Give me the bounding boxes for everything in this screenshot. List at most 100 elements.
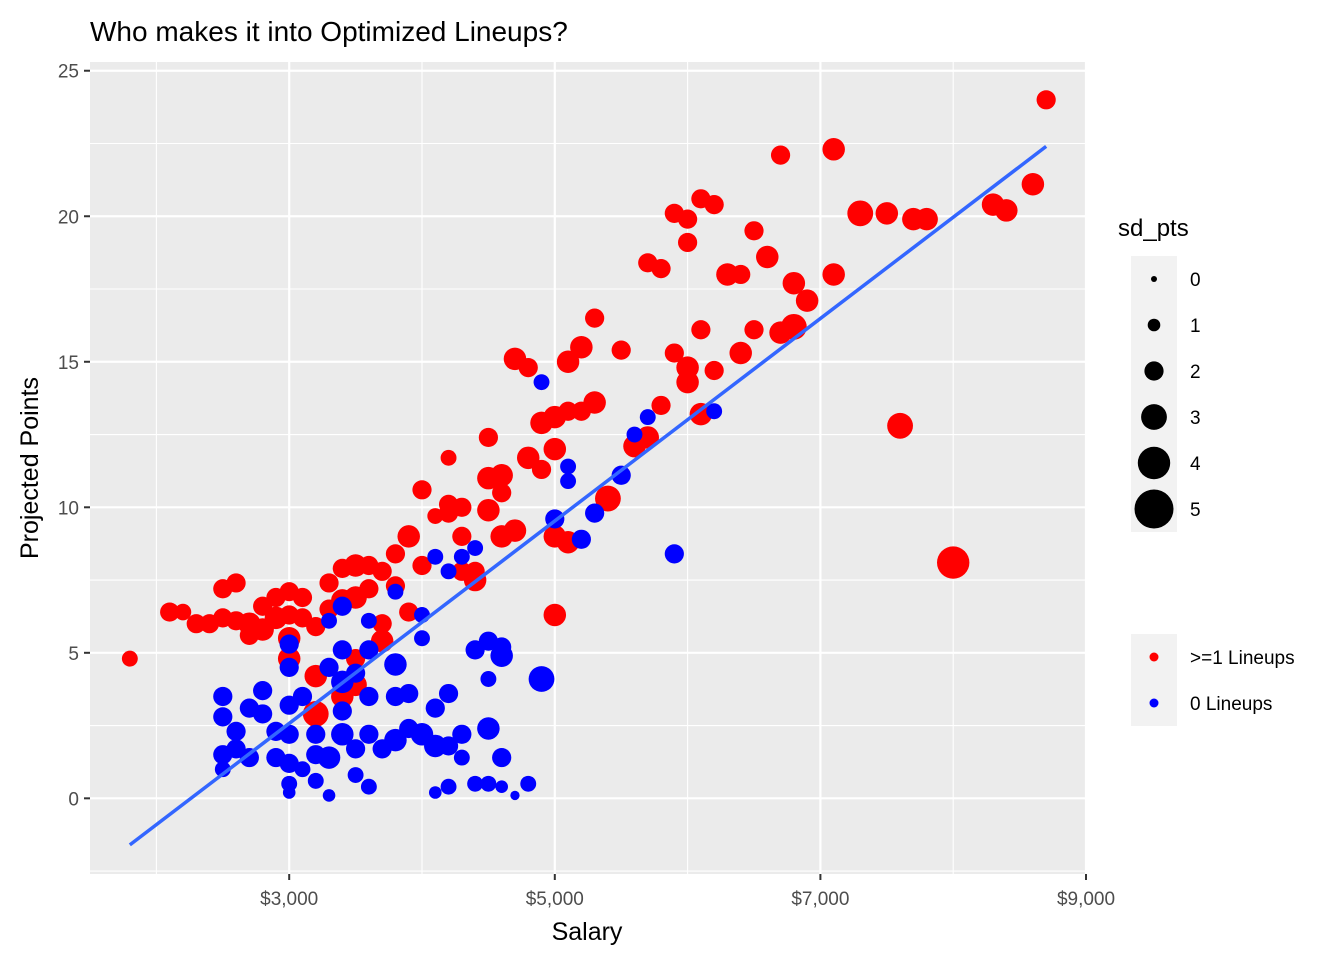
size-legend-label: 0 — [1190, 270, 1201, 291]
axes-layer: $3,000 $5,000 $7,000 $9,000 0 5 10 15 20 25 — [58, 62, 1115, 910]
data-point — [651, 395, 671, 416]
data-point — [384, 653, 407, 676]
y-tick-label: 25 — [58, 62, 79, 83]
data-point — [359, 724, 379, 744]
data-point — [226, 721, 246, 741]
data-point — [887, 412, 913, 439]
y-axis-label: Projected Points — [16, 377, 44, 559]
data-point — [438, 736, 459, 756]
data-point — [317, 746, 341, 769]
size-legend-label: 4 — [1190, 454, 1201, 475]
data-point — [490, 644, 513, 667]
data-point — [664, 544, 684, 564]
data-point — [556, 350, 580, 374]
data-point — [292, 686, 313, 707]
color-legend-label: 0 Lineups — [1190, 694, 1272, 715]
data-point — [319, 573, 339, 593]
data-point — [213, 686, 233, 707]
data-point — [516, 446, 540, 470]
data-point — [186, 614, 206, 634]
grid-minor — [90, 62, 1086, 874]
data-point — [331, 723, 354, 746]
data-point — [480, 671, 497, 687]
size-legend-symbol — [1134, 489, 1174, 529]
data-point — [822, 263, 845, 286]
size-legend-symbol — [1137, 446, 1171, 480]
data-point — [239, 747, 259, 768]
plot-panel — [90, 62, 1086, 874]
x-tick-label: $7,000 — [791, 889, 849, 910]
data-point — [453, 548, 470, 565]
data-point — [729, 341, 752, 365]
y-tick-label: 15 — [58, 353, 79, 374]
data-point — [279, 753, 299, 774]
data-point — [704, 360, 724, 381]
data-point — [520, 775, 537, 792]
size-legend-label: 1 — [1190, 316, 1201, 337]
data-point — [359, 579, 379, 599]
data-point — [292, 587, 313, 608]
color-legend-symbol — [1149, 652, 1159, 662]
data-point — [533, 374, 550, 391]
data-point — [560, 473, 577, 490]
data-point — [585, 308, 605, 328]
data-point — [651, 259, 671, 279]
data-point — [847, 200, 874, 227]
data-point — [174, 603, 192, 621]
size-legend-label: 3 — [1190, 408, 1201, 429]
data-point — [571, 529, 591, 549]
data-point — [279, 657, 299, 677]
data-point — [359, 686, 379, 707]
data-point — [558, 401, 578, 421]
trend-layer — [128, 145, 1048, 847]
data-point — [412, 555, 432, 576]
data-point — [319, 657, 339, 677]
data-point — [492, 483, 512, 503]
x-tick-label: $9,000 — [1057, 889, 1115, 910]
data-point — [518, 357, 538, 378]
points-layer — [121, 90, 1056, 802]
data-point — [744, 320, 764, 340]
data-point — [478, 427, 498, 448]
data-point — [307, 772, 324, 789]
data-point — [1021, 172, 1045, 196]
data-point — [322, 789, 336, 802]
data-point — [756, 245, 779, 269]
data-point — [412, 480, 432, 500]
x-tick-label: $5,000 — [526, 889, 584, 910]
data-point — [477, 717, 500, 740]
data-point — [795, 289, 819, 312]
data-point — [399, 683, 419, 704]
x-axis-label: Salary — [552, 918, 623, 946]
data-point — [372, 561, 392, 581]
data-point — [253, 704, 273, 724]
data-point — [425, 698, 445, 718]
chart-title: Who makes it into Optimized Lineups? — [90, 16, 568, 47]
data-point — [427, 548, 444, 565]
data-point — [306, 724, 326, 744]
data-point — [915, 207, 938, 231]
size-legend: sd_pts 0 1 2 3 4 5 — [1118, 215, 1201, 532]
data-point — [636, 426, 660, 449]
data-point — [279, 634, 299, 654]
data-point — [467, 775, 484, 792]
y-tick-label: 5 — [68, 644, 79, 665]
data-point — [731, 264, 751, 285]
data-point — [332, 596, 352, 616]
data-point — [689, 402, 713, 426]
data-point — [875, 202, 899, 225]
y-tick-label: 0 — [68, 789, 79, 810]
data-point — [595, 485, 621, 512]
data-point — [492, 747, 512, 768]
color-legend: >=1 Lineups 0 Lineups — [1131, 634, 1295, 726]
data-point — [467, 540, 484, 556]
data-point — [372, 614, 392, 634]
data-point — [387, 583, 404, 600]
data-point — [414, 630, 430, 647]
data-point — [510, 790, 520, 801]
data-point — [780, 313, 807, 340]
data-point — [399, 602, 419, 622]
data-point — [495, 780, 508, 793]
